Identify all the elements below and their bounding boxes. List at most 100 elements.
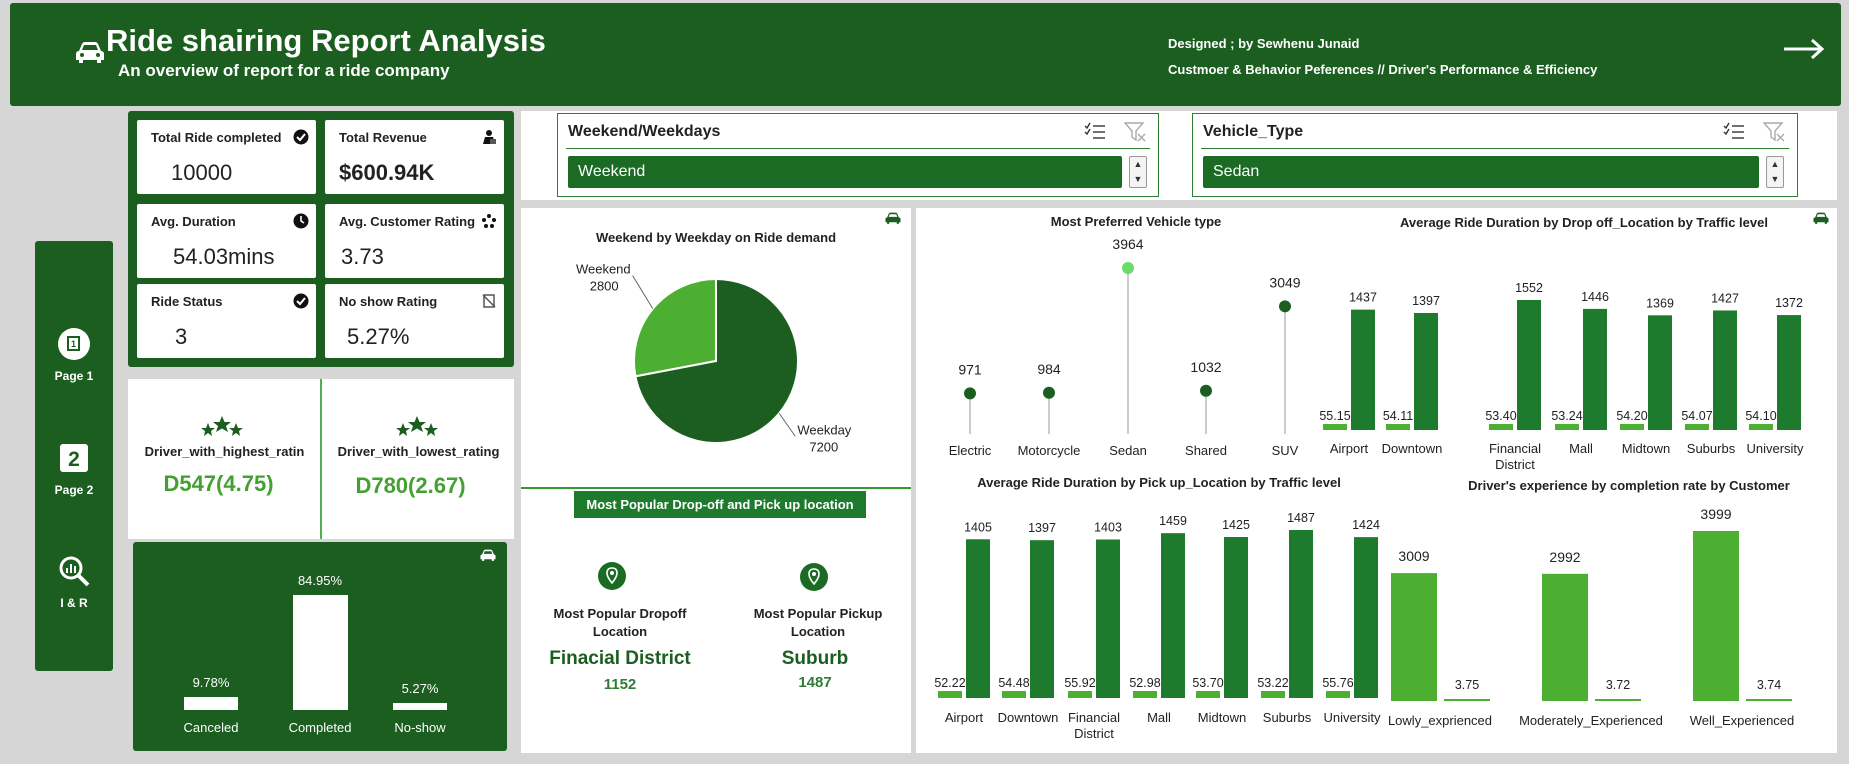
kpi-value: $600.94K	[339, 160, 435, 185]
kpi-label: Total Ride completed	[151, 130, 282, 145]
bar-data-label: 1459	[1159, 514, 1187, 528]
pickup-place: Suburb	[781, 648, 849, 669]
bar	[1386, 424, 1410, 430]
svg-text:2: 2	[68, 448, 80, 471]
bar	[1713, 310, 1737, 430]
pie-category-label: Weekend	[576, 262, 631, 277]
lollipop-dot	[964, 387, 976, 400]
bar-data-label: 1372	[1775, 296, 1803, 310]
slicer-selected-option[interactable]: Weekend	[568, 156, 1122, 188]
bar-data-label: 55.15	[1319, 409, 1350, 423]
bar-data-label: 54.20	[1616, 409, 1647, 423]
status-bar	[292, 595, 348, 710]
bar-data-label: 52.22	[934, 676, 965, 690]
bar-data-label: 53.70	[1192, 676, 1223, 690]
bar	[1323, 424, 1347, 430]
check-circle-icon	[293, 129, 309, 145]
kpi-label: Avg. Duration	[151, 214, 236, 229]
lollipop-value-label: 3049	[1269, 274, 1300, 290]
arrow-right-icon[interactable]	[1782, 37, 1826, 61]
chart-title: Driver's experience by completion rate b…	[1468, 478, 1790, 493]
kpi-avg-duration: Avg. Duration 54.03mins	[137, 204, 316, 278]
bar	[1068, 691, 1092, 698]
bar-category-label: Suburbs	[1263, 710, 1312, 725]
bar	[1685, 424, 1709, 430]
car-icon	[1813, 212, 1829, 224]
bar-category-label: Lowly_exprienced	[1388, 713, 1492, 728]
page-one-icon: 1	[57, 327, 91, 361]
stars-icon	[201, 416, 243, 436]
bar-data-label: 55.76	[1322, 676, 1353, 690]
lollipop-value-label: 3964	[1112, 236, 1143, 252]
slicer-weekend[interactable]: Weekend/Weekdays Weekend ▲ ▼	[557, 113, 1159, 197]
bar-category-label: Mall	[1569, 441, 1593, 456]
slicer-title: Weekend/Weekdays	[568, 123, 721, 140]
check-circle-icon	[293, 293, 309, 309]
bar-category-label: Financial	[1489, 441, 1541, 456]
nav-page-2-label: Page 2	[54, 483, 94, 497]
bar-data-label: 1424	[1352, 518, 1380, 532]
kpi-panel: Total Ride completed 10000 Total Revenue…	[128, 111, 514, 367]
bar	[1444, 699, 1490, 701]
bar	[1354, 537, 1378, 698]
car-icon	[885, 212, 901, 224]
bar-category-label: Suburbs	[1687, 441, 1736, 456]
stars-icon	[396, 416, 438, 436]
bar-category-label: Mall	[1147, 710, 1171, 725]
chart-title: Most Preferred Vehicle type	[1051, 214, 1222, 229]
kpi-value: 3.73	[341, 244, 384, 269]
bar-data-label: 1552	[1515, 281, 1543, 295]
bar	[1196, 691, 1220, 698]
popular-location-banner: Most Popular Drop-off and Pick up locati…	[574, 491, 866, 518]
kpi-label: Avg. Customer Rating	[339, 214, 476, 229]
bar-data-label: 3.72	[1606, 678, 1630, 692]
bar	[966, 539, 990, 698]
kpi-label: No show Rating	[339, 294, 438, 309]
page-title: Ride shairing Report Analysis	[106, 23, 546, 58]
status-category-label: Canceled	[183, 720, 239, 735]
svg-text:1: 1	[71, 339, 76, 349]
slicer-scrollbar[interactable]: ▲ ▼	[1129, 156, 1147, 188]
bar	[1414, 312, 1438, 430]
dropoff-label: Most Popular Dropoff Location	[553, 606, 687, 639]
report-categories: Custmoer & Behavior Peferences // Driver…	[1168, 62, 1598, 77]
multi-select-icon[interactable]	[1723, 122, 1745, 140]
status-bar	[393, 702, 447, 710]
slicer-scrollbar[interactable]: ▲ ▼	[1766, 156, 1784, 188]
chart-title: Average Ride Duration by Drop off_Locati…	[1400, 215, 1768, 230]
bar-category-label: Downtown	[1382, 441, 1443, 456]
pie-value-label: 7200	[809, 439, 838, 454]
slicer-vehicle[interactable]: Vehicle_Type Sedan ▲ ▼	[1192, 113, 1798, 197]
nav-insights[interactable]: I & R	[35, 554, 113, 610]
bar	[1777, 315, 1801, 430]
bar-category-label: Well_Experienced	[1690, 713, 1795, 728]
slicer-title: Vehicle_Type	[1203, 123, 1304, 140]
bar-category-label: Midtown	[1198, 710, 1246, 725]
clear-filter-icon[interactable]	[1763, 122, 1785, 142]
slicer-selected-option[interactable]: Sedan	[1203, 156, 1759, 188]
bar-data-label: 3009	[1398, 548, 1429, 564]
lollipop-dot	[1279, 300, 1291, 313]
clock-icon	[293, 213, 309, 229]
bar-category-label: Downtown	[998, 710, 1059, 725]
status-bar	[184, 696, 238, 710]
pie-value-label: 2800	[590, 279, 619, 294]
nav-page-1[interactable]: 1 Page 1	[35, 327, 113, 383]
chart-title: Weekend by Weekday on Ride demand	[596, 230, 836, 245]
bar-category-label: University	[1323, 710, 1381, 725]
money-person-icon	[483, 130, 496, 144]
clear-filter-icon[interactable]	[1124, 122, 1146, 142]
driver-highest-label: Driver_with_highest_ratin	[144, 444, 305, 459]
bar-category-label: Airport	[1330, 441, 1369, 456]
bar	[1289, 530, 1313, 698]
bar-data-label: 1397	[1028, 521, 1056, 535]
bar-data-label: 3.75	[1455, 678, 1479, 692]
nav-page-2[interactable]: 2 Page 2	[35, 441, 113, 497]
bar	[1261, 691, 1285, 698]
bar	[1489, 424, 1513, 430]
dropoff-place: Finacial District	[549, 648, 691, 669]
kpi-label: Total Revenue	[339, 130, 427, 145]
kpi-total-rides: Total Ride completed 10000	[137, 120, 316, 194]
designer-credit: Designed ; by Sewhenu Junaid	[1168, 36, 1360, 51]
multi-select-icon[interactable]	[1084, 122, 1106, 140]
